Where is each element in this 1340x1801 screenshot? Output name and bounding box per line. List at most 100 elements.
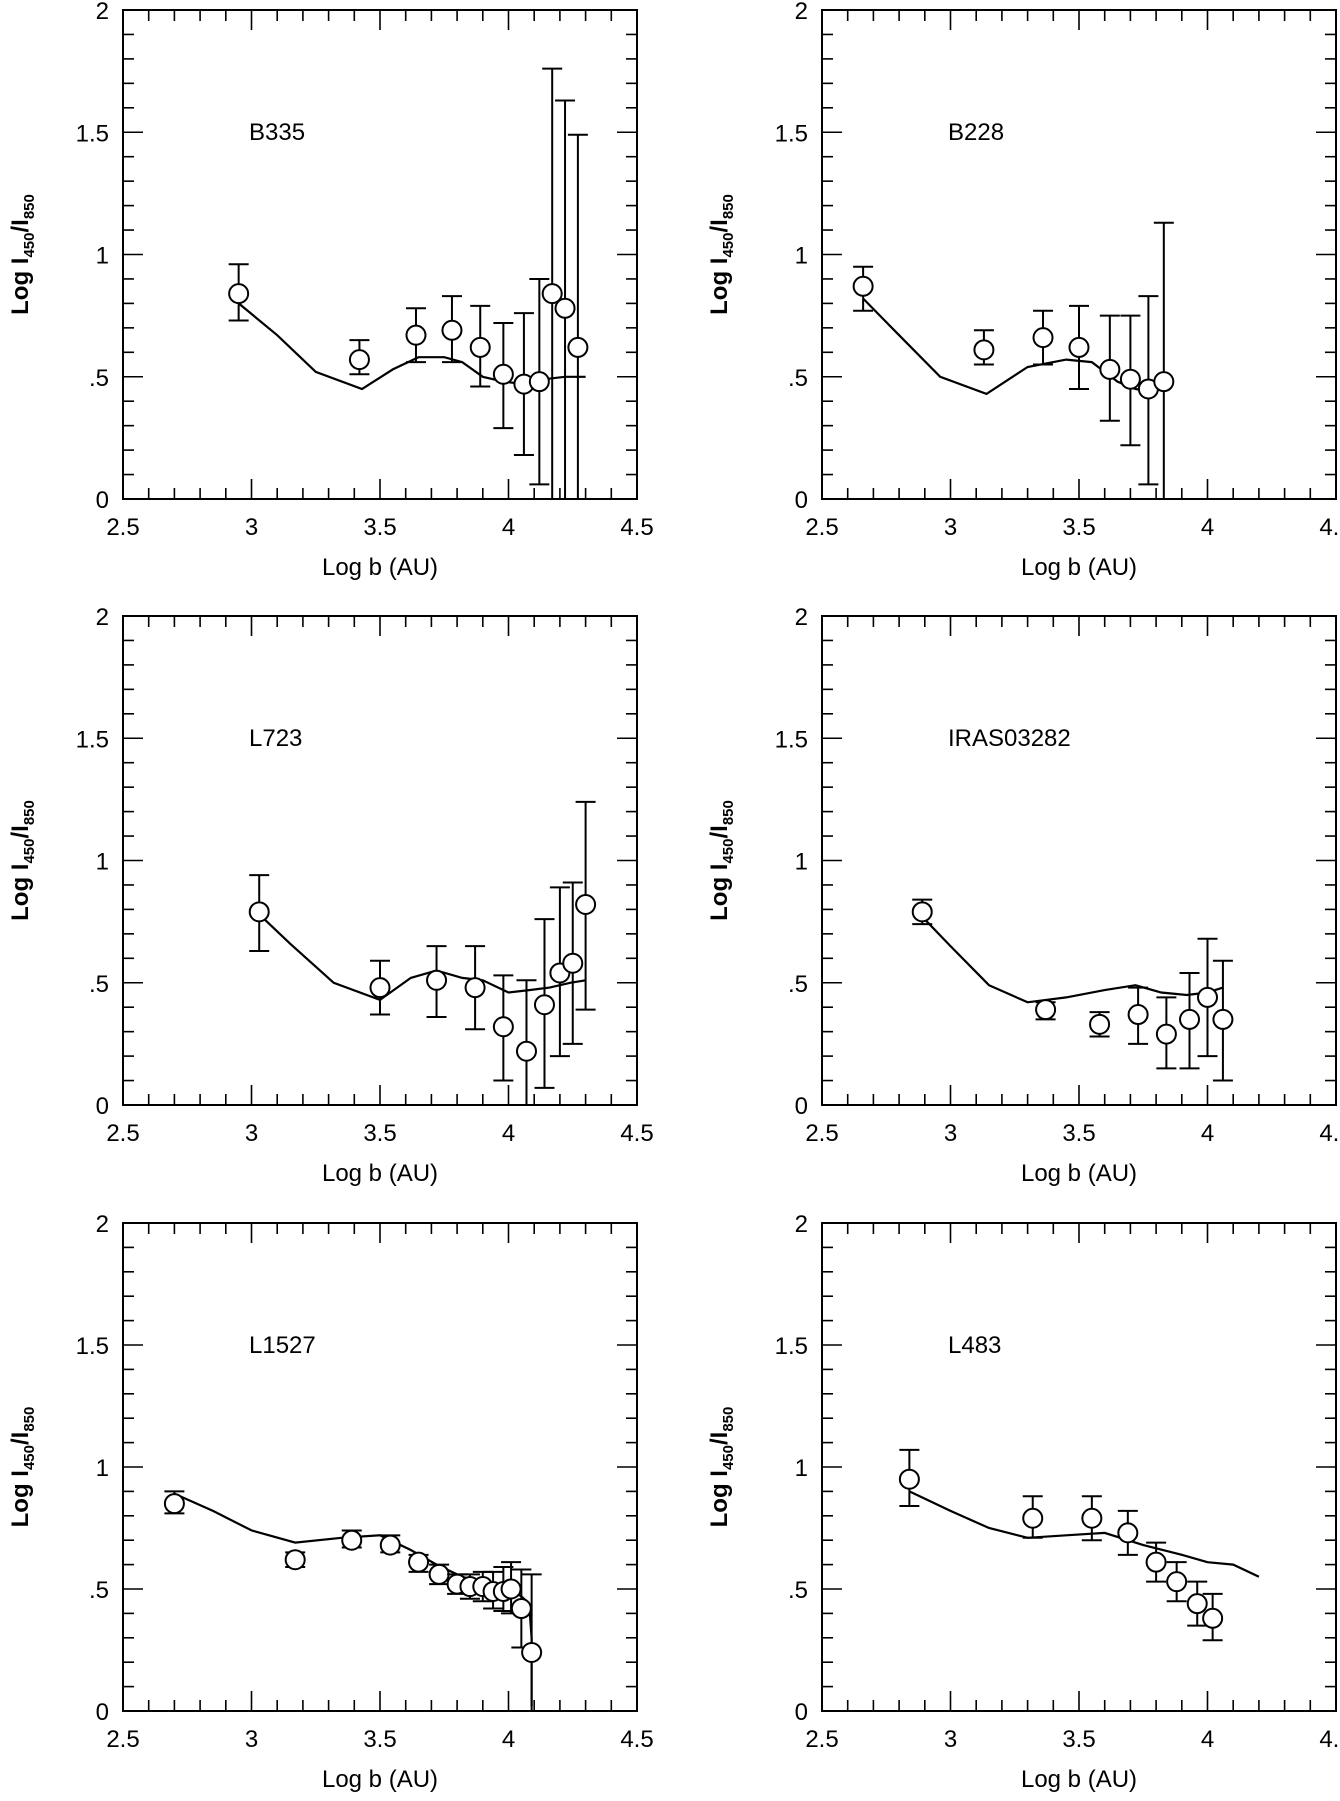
model-curve	[258, 913, 586, 1002]
y-axis-label: Log I450/I850	[7, 194, 38, 315]
chart-panel: 2.5 3 3.5 4 4.5 0 .5 1 1.5 2 B335 Log b (AU) Log I45…	[7, 0, 654, 581]
x-axis-label: Log b (AU)	[322, 1766, 438, 1793]
x-axis-label: Log b (AU)	[1021, 1160, 1137, 1187]
data-point	[469, 336, 491, 358]
data-point	[248, 901, 270, 923]
data-point	[1145, 1551, 1167, 1573]
y-axis-label: Log I450/I850	[7, 800, 38, 921]
y-tick-label: 2	[795, 604, 808, 631]
x-tick-label: 3	[245, 1726, 258, 1753]
data-point	[1153, 371, 1175, 393]
y-tick-label: 1.5	[76, 1333, 109, 1360]
x-tick-label: 4.5	[1319, 1726, 1340, 1753]
y-tick-label: .5	[788, 971, 808, 998]
y-tick-label: 1.5	[775, 726, 808, 753]
model-curve	[908, 1490, 1260, 1578]
x-tick-label: 2.5	[805, 1120, 838, 1147]
panel-title: L1527	[249, 1332, 316, 1359]
plot-frame	[122, 9, 638, 500]
y-tick-label: 2	[96, 1211, 109, 1238]
panel-title: L483	[948, 1332, 1001, 1359]
y-tick-label: 1	[96, 1455, 109, 1482]
data-point	[405, 324, 427, 346]
plot-frame	[821, 1222, 1337, 1712]
plot-frame	[122, 1222, 638, 1712]
y-tick-label: 1	[795, 849, 808, 876]
data-point	[1179, 1008, 1201, 1030]
y-tick-label: 0	[795, 1093, 808, 1120]
data-point	[567, 336, 589, 358]
x-tick-label: 4.5	[620, 1120, 653, 1147]
data-point	[500, 1578, 522, 1600]
x-tick-label: 3.5	[1062, 514, 1095, 541]
y-tick-label: 1	[795, 243, 808, 270]
plot-frame	[821, 9, 1337, 500]
data-point	[1032, 327, 1054, 349]
data-point	[898, 1468, 920, 1490]
data-point	[528, 371, 550, 393]
chart-panel: 2.5 3 3.5 4 4.5 0 .5 1 1.5 2 L723 Log b (AU) Log I45…	[7, 604, 654, 1187]
x-tick-label: 4.5	[1319, 514, 1340, 541]
y-tick-label: 2	[795, 0, 808, 25]
plot-frame	[821, 615, 1337, 1106]
data-point	[1166, 1571, 1188, 1593]
data-point	[575, 894, 597, 916]
data-point	[408, 1551, 430, 1573]
x-tick-label: 2.5	[805, 1726, 838, 1753]
y-tick-label: 2	[96, 604, 109, 631]
y-tick-label: 2	[96, 0, 109, 25]
data-point	[1202, 1607, 1224, 1629]
x-axis-label: Log b (AU)	[1021, 1766, 1137, 1793]
y-axis-label: Log I450/I850	[706, 800, 737, 921]
data-point	[521, 1641, 543, 1663]
data-point	[533, 994, 555, 1016]
data-point	[341, 1529, 363, 1551]
x-tick-label: 2.5	[805, 514, 838, 541]
data-point	[1099, 358, 1121, 380]
data-point	[163, 1493, 185, 1515]
x-tick-label: 3	[944, 1726, 957, 1753]
y-tick-label: 0	[96, 487, 109, 514]
x-tick-label: 2.5	[106, 1120, 139, 1147]
data-point	[426, 969, 448, 991]
data-point	[510, 1598, 532, 1620]
x-tick-label: 4.5	[1319, 1120, 1340, 1147]
y-tick-label: 1	[96, 849, 109, 876]
data-point	[284, 1549, 306, 1571]
data-point	[369, 977, 391, 999]
y-tick-label: 2	[795, 1211, 808, 1238]
y-tick-label: .5	[788, 365, 808, 392]
y-tick-label: 1.5	[775, 120, 808, 147]
x-axis-label: Log b (AU)	[1021, 554, 1137, 581]
data-point	[1119, 368, 1141, 390]
data-point	[492, 1016, 514, 1038]
y-tick-label: .5	[89, 971, 109, 998]
data-point	[379, 1534, 401, 1556]
data-point	[428, 1563, 450, 1585]
model-curve	[921, 915, 1224, 1004]
y-tick-label: 0	[96, 1699, 109, 1726]
y-tick-label: 1.5	[76, 726, 109, 753]
x-tick-label: 3	[944, 1120, 957, 1147]
data-point	[441, 319, 463, 341]
y-axis-label: Log I450/I850	[706, 194, 737, 315]
y-tick-label: .5	[89, 1577, 109, 1604]
y-tick-label: .5	[788, 1577, 808, 1604]
chart-panel: 2.5 3 3.5 4 4.5 0 .5 1 1.5 2 L483 Log b (AU) Log I45…	[706, 1211, 1340, 1793]
x-tick-label: 3.5	[1062, 1120, 1095, 1147]
chart-panel: 2.5 3 3.5 4 4.5 0 .5 1 1.5 2 B228 Log b (AU) Log I45…	[706, 0, 1340, 581]
y-tick-label: 1.5	[775, 1333, 808, 1360]
data-point	[1127, 1004, 1149, 1026]
x-tick-label: 3	[245, 1120, 258, 1147]
y-tick-label: 1	[96, 243, 109, 270]
x-tick-label: 4	[1201, 514, 1214, 541]
y-tick-label: 0	[795, 1699, 808, 1726]
data-point	[1155, 1023, 1177, 1045]
x-tick-label: 4	[1201, 1726, 1214, 1753]
x-axis-label: Log b (AU)	[322, 554, 438, 581]
data-point	[973, 339, 995, 361]
data-point	[1022, 1507, 1044, 1529]
model-curve	[862, 297, 1165, 396]
data-point	[492, 363, 514, 385]
